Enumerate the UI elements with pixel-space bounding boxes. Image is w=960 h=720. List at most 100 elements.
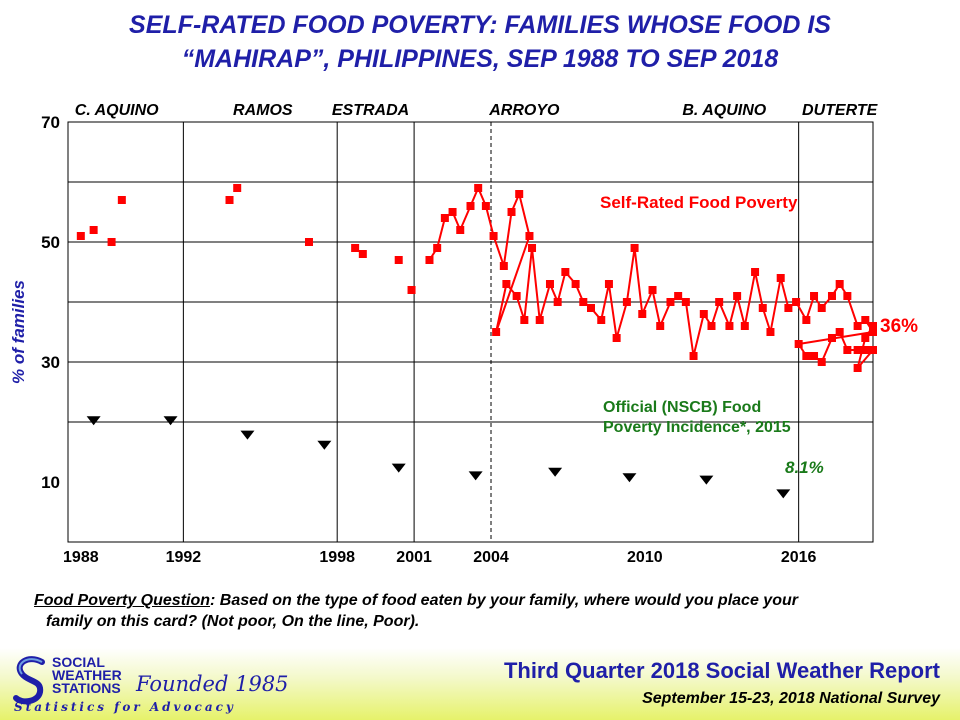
title-line-1: SELF-RATED FOOD POVERTY: FAMILIES WHOSE … <box>129 11 831 39</box>
self-rated-point <box>784 304 793 312</box>
report-subtitle: September 15-23, 2018 National Survey <box>642 690 940 707</box>
self-rated-point <box>740 322 749 330</box>
logo-line-1: SOCIAL <box>52 654 105 670</box>
y-axis-label: % of families <box>9 280 28 384</box>
self-rated-point <box>802 352 811 360</box>
self-rated-point <box>810 352 819 360</box>
self-rated-point <box>794 340 803 348</box>
self-rated-point <box>520 316 529 324</box>
self-rated-point <box>817 304 826 312</box>
question-text-2: family on this card? (Not poor, On the l… <box>46 613 420 630</box>
self-rated-point <box>407 286 416 294</box>
x-tick-label: 2010 <box>627 549 663 566</box>
sws-logo-icon <box>13 656 45 705</box>
official-point <box>622 473 637 483</box>
self-rated-point <box>474 184 483 192</box>
founded-text: Founded 1985 <box>136 672 289 696</box>
self-rated-point <box>853 364 862 372</box>
official-point <box>317 440 332 450</box>
self-rated-point <box>466 202 475 210</box>
self-rated-point <box>733 292 742 300</box>
self-rated-point <box>766 328 775 336</box>
x-tick-label: 2016 <box>781 549 817 566</box>
self-rated-point <box>358 250 367 258</box>
self-rated-point <box>579 298 588 306</box>
y-tick-label: 30 <box>41 353 60 372</box>
self-rated-point <box>715 298 724 306</box>
self-rated-point <box>561 268 570 276</box>
self-rated-point <box>725 322 734 330</box>
self-rated-point <box>802 316 811 324</box>
self-rated-point <box>869 322 877 330</box>
self-rated-point <box>225 196 234 204</box>
report-title: Third Quarter 2018 Social Weather Report <box>503 658 940 683</box>
x-tick-label: 1992 <box>166 549 202 566</box>
self-rated-label: Self-Rated Food Poverty <box>600 193 798 212</box>
self-rated-point <box>707 322 716 330</box>
official-point <box>86 416 101 426</box>
self-rated-point <box>810 292 819 300</box>
self-rated-point <box>528 244 537 252</box>
tagline: Statistics for Advocacy <box>14 700 236 714</box>
administration-label: DUTERTE <box>802 102 879 119</box>
self-rated-point <box>433 244 442 252</box>
self-rated-point <box>689 352 698 360</box>
self-rated-point <box>489 232 498 240</box>
self-rated-point <box>674 292 683 300</box>
self-rated-point <box>656 322 665 330</box>
official-point <box>391 463 406 473</box>
self-rated-point <box>440 214 449 222</box>
x-tick-label: 2001 <box>396 549 432 566</box>
self-rated-point <box>666 298 675 306</box>
self-rated-point <box>512 292 521 300</box>
self-rated-point <box>515 190 524 198</box>
self-rated-point <box>758 304 767 312</box>
self-rated-point <box>648 286 657 294</box>
x-tick-label: 1988 <box>63 549 99 566</box>
sws-logo-text: SOCIAL WEATHER STATIONS <box>52 654 122 695</box>
self-rated-point <box>545 280 554 288</box>
official-point <box>699 475 714 485</box>
chart-title: SELF-RATED FOOD POVERTY: FAMILIES WHOSE … <box>0 8 960 76</box>
official-point <box>240 430 255 440</box>
official-point <box>163 416 178 426</box>
self-rated-point <box>89 226 98 234</box>
self-rated-point <box>843 292 852 300</box>
self-rated-point <box>817 358 826 366</box>
self-rated-point <box>425 256 434 264</box>
self-rated-point <box>502 280 511 288</box>
self-rated-point <box>861 316 870 324</box>
y-tick-label: 70 <box>41 113 60 132</box>
self-rated-point <box>571 280 580 288</box>
self-rated-point <box>304 238 313 246</box>
self-rated-point <box>492 328 501 336</box>
self-rated-point <box>853 346 862 354</box>
self-rated-point <box>394 256 403 264</box>
self-rated-point <box>233 184 242 192</box>
footer-banner: SOCIAL WEATHER STATIONS Founded 1985 Sta… <box>0 648 960 720</box>
self-rated-point <box>507 208 516 216</box>
official-latest-label: 8.1% <box>785 458 824 477</box>
self-rated-point <box>117 196 126 204</box>
question-label: Food Poverty Question <box>34 592 211 609</box>
self-rated-point <box>630 244 639 252</box>
self-rated-point <box>751 268 760 276</box>
self-rated-point <box>456 226 465 234</box>
self-rated-point <box>861 346 870 354</box>
self-rated-point <box>351 244 360 252</box>
self-rated-point <box>827 292 836 300</box>
self-rated-point <box>553 298 562 306</box>
self-rated-point <box>869 328 877 336</box>
logo-line-2: WEATHER <box>52 667 122 683</box>
self-rated-point <box>792 298 801 306</box>
x-tick-label: 1998 <box>319 549 355 566</box>
question-text-1: : Based on the type of food eaten by you… <box>210 592 798 609</box>
latest-value-label: 36% <box>880 316 918 337</box>
self-rated-point <box>622 298 631 306</box>
self-rated-point <box>827 334 836 342</box>
food-poverty-question: Food Poverty Question: Based on the type… <box>34 590 944 632</box>
self-rated-point <box>597 316 606 324</box>
y-tick-label: 10 <box>41 473 60 492</box>
administration-label: ARROYO <box>488 102 560 119</box>
official-label-line-1: Official (NSCB) Food <box>603 399 761 416</box>
